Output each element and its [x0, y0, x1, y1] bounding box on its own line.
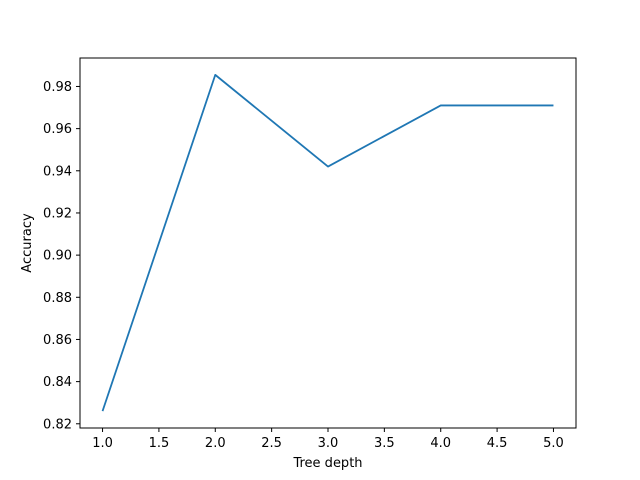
y-tick-label: 0.82	[43, 417, 72, 432]
y-tick-label: 0.98	[43, 80, 72, 95]
x-tick-label: 1.0	[92, 436, 113, 451]
x-tick-label: 3.0	[318, 436, 339, 451]
plot-area	[80, 58, 576, 428]
y-tick-label: 0.94	[43, 164, 72, 179]
y-tick-label: 0.88	[43, 291, 72, 306]
y-axis-ticks: 0.82 0.84 0.86 0.88 0.90 0.92 0.94 0.96 0.98	[43, 80, 80, 432]
x-tick-label: 4.5	[487, 436, 508, 451]
y-axis-label: Accuracy	[20, 213, 35, 273]
x-tick-label: 2.5	[261, 436, 282, 451]
x-tick-label: 1.5	[149, 436, 170, 451]
y-tick-label: 0.86	[43, 333, 72, 348]
plot-frame	[79, 57, 577, 429]
x-axis-label: Tree depth	[292, 456, 362, 471]
x-axis-ticks: 1.0 1.5 2.0 2.5 3.0 3.5 4.0 4.5 5.0	[92, 428, 564, 451]
y-tick-label: 0.92	[43, 206, 72, 221]
x-tick-label: 3.5	[374, 436, 395, 451]
series-line	[101, 73, 554, 412]
y-tick-label: 0.96	[43, 122, 72, 137]
series-layer	[101, 73, 554, 412]
x-tick-label: 4.0	[430, 436, 451, 451]
x-tick-label: 5.0	[543, 436, 564, 451]
y-tick-label: 0.90	[43, 249, 72, 264]
x-tick-label: 2.0	[205, 436, 226, 451]
y-tick-label: 0.84	[43, 375, 72, 390]
